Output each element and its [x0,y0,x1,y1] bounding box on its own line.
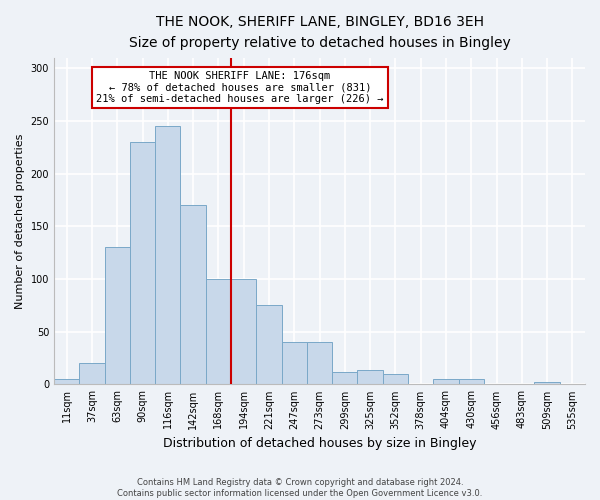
Bar [307,342,332,384]
Bar [458,379,484,384]
Text: Contains HM Land Registry data © Crown copyright and database right 2024.
Contai: Contains HM Land Registry data © Crown c… [118,478,482,498]
Bar [130,142,155,384]
Bar [256,306,281,384]
Bar [281,342,307,384]
Bar [383,374,408,384]
Bar [155,126,181,384]
Bar [332,372,358,384]
Bar [535,382,560,384]
Y-axis label: Number of detached properties: Number of detached properties [15,134,25,309]
Bar [54,379,79,384]
Bar [181,206,206,384]
Bar [206,279,231,384]
Title: THE NOOK, SHERIFF LANE, BINGLEY, BD16 3EH
Size of property relative to detached : THE NOOK, SHERIFF LANE, BINGLEY, BD16 3E… [128,15,511,50]
Bar [231,279,256,384]
Bar [433,379,458,384]
Bar [79,364,104,384]
Text: THE NOOK SHERIFF LANE: 176sqm
← 78% of detached houses are smaller (831)
21% of : THE NOOK SHERIFF LANE: 176sqm ← 78% of d… [96,71,383,104]
X-axis label: Distribution of detached houses by size in Bingley: Distribution of detached houses by size … [163,437,476,450]
Bar [104,248,130,384]
Bar [358,370,383,384]
